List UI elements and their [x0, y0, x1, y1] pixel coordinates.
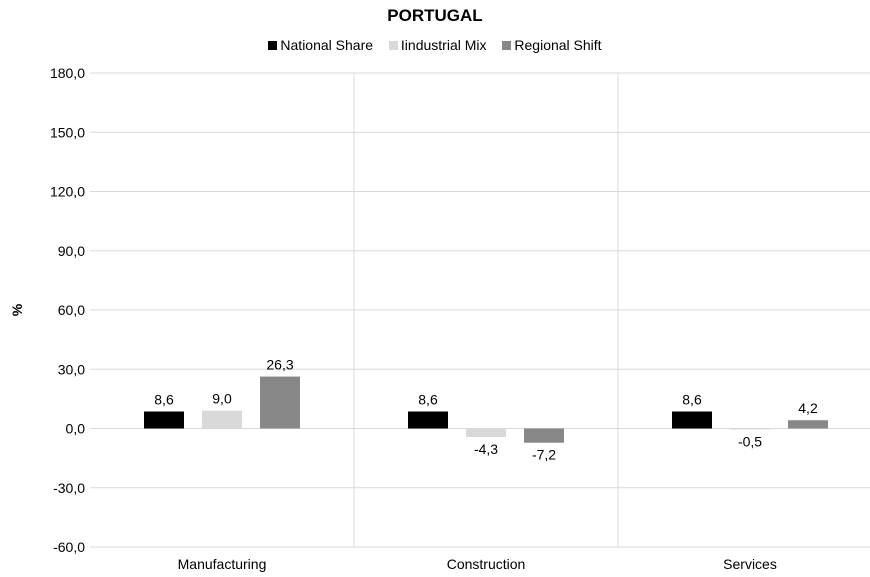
- legend-item-national-share: National Share: [268, 37, 373, 53]
- bar: [730, 428, 770, 430]
- y-axis-label: %: [9, 303, 25, 316]
- legend-label-industrial-mix: Iindustrial Mix: [400, 37, 487, 53]
- bar: [202, 410, 242, 429]
- legend-label-regional-shift: Regional Shift: [514, 37, 602, 53]
- legend-item-industrial-mix: Iindustrial Mix: [388, 37, 487, 53]
- chart-title: PORTUGAL: [387, 6, 483, 25]
- bar: [260, 376, 300, 429]
- y-tick-label: 0,0: [66, 421, 86, 437]
- y-tick-label: -30,0: [53, 480, 85, 496]
- data-label: 8,6: [154, 392, 174, 408]
- chart-legend: National Share Iindustrial Mix Regional …: [0, 37, 870, 53]
- x-tick-label: Services: [723, 556, 777, 572]
- x-tick-label: Manufacturing: [178, 556, 267, 572]
- y-tick-label: 60,0: [58, 302, 85, 318]
- legend-item-regional-shift: Regional Shift: [502, 37, 602, 53]
- y-tick-label: -60,0: [53, 539, 85, 555]
- legend-swatch-industrial-mix: [388, 41, 398, 50]
- bar: [466, 428, 506, 437]
- data-label: 4,2: [798, 400, 818, 416]
- legend-swatch-national-share: [268, 41, 278, 50]
- data-label: 9,0: [212, 391, 232, 407]
- bar: [144, 411, 184, 429]
- bar: [408, 411, 448, 429]
- legend-label-national-share: National Share: [280, 37, 374, 53]
- x-tick-label: Construction: [447, 556, 526, 572]
- data-label: 8,6: [418, 392, 438, 408]
- data-label: -7,2: [532, 447, 556, 463]
- y-tick-label: 30,0: [58, 361, 85, 377]
- bar: [788, 420, 828, 429]
- bar: [524, 428, 564, 443]
- data-label: -0,5: [738, 434, 762, 450]
- bar: [672, 411, 712, 429]
- y-tick-label: 180,0: [50, 65, 85, 81]
- data-label: -4,3: [474, 441, 498, 457]
- y-tick-label: 90,0: [58, 243, 85, 259]
- y-tick-label: 120,0: [50, 184, 85, 200]
- data-label: 26,3: [266, 357, 293, 373]
- legend-swatch-regional-shift: [502, 41, 512, 50]
- data-label: 8,6: [682, 392, 702, 408]
- y-tick-label: 150,0: [50, 124, 85, 140]
